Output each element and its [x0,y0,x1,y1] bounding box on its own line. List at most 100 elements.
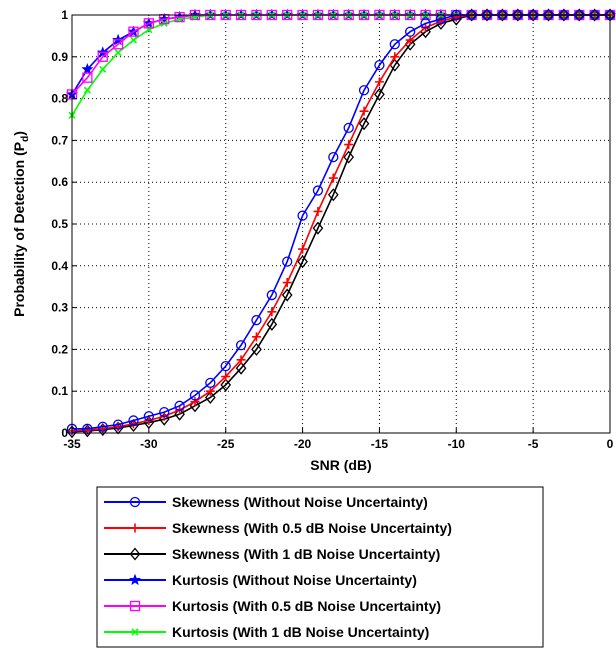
legend-item: Kurtosis (Without Noise Uncertainty) [104,572,417,588]
data-point [190,397,200,407]
data-point [343,122,354,134]
data-point [81,63,94,75]
data-point [543,8,554,22]
data-point [374,77,384,87]
data-point [312,185,324,196]
x-axis-title: SNR (dB) [310,457,371,473]
data-point [390,52,400,62]
data-point [527,8,539,22]
legend-swatch-marker [129,547,141,561]
legend-item: Skewness (With 1 dB Noise Uncertainty) [104,546,440,562]
x-tick-label: -30 [140,437,158,451]
data-point [282,256,293,267]
series-line [72,14,610,430]
x-tick-label: -35 [63,437,81,451]
data-point [312,221,324,235]
data-point [235,361,247,375]
data-point [97,51,108,62]
y-tick-label: 0.6 [51,175,68,189]
data-point [251,314,262,326]
series-1 [66,9,616,434]
grid [72,15,610,433]
data-point [298,244,308,254]
y-tick-label: 0.7 [51,133,68,147]
data-point [114,49,122,57]
x-tick-label: 0 [607,437,614,451]
x-tick-label: -15 [371,437,389,451]
y-tick-label: 0.2 [51,342,68,356]
data-point [112,419,124,430]
data-point [251,342,262,356]
legend-box [96,486,544,648]
data-point [112,39,124,50]
series-line [71,14,610,433]
data-point [344,140,354,150]
data-point [174,407,185,421]
series-line [71,14,610,95]
data-point [328,173,338,183]
data-point [205,377,216,388]
data-point [558,8,570,22]
data-point [328,151,339,163]
y-tick-label: 0.9 [51,50,68,64]
y-tick-label: 0.4 [51,259,68,273]
data-point [97,421,108,432]
legend-swatch-marker [129,600,141,612]
y-tick-label: 1 [61,8,68,22]
data-point [358,117,370,131]
data-point [573,8,585,22]
series-3 [66,8,616,439]
data-point [420,18,431,29]
legend-label: Kurtosis (Without Noise Uncertainty) [172,572,417,588]
data-point [143,411,155,422]
data-point [512,8,524,22]
data-point [297,255,308,269]
y-axis-title-main: Probability of Detection (P [11,142,27,317]
data-point [236,355,246,365]
data-point [297,210,308,221]
data-point [83,86,91,94]
data-point [266,289,277,301]
data-point [205,386,215,396]
x-tick-label: -5 [528,437,539,451]
data-point [327,188,339,202]
data-point [389,58,401,72]
legend-item: Kurtosis (With 1 dB Noise Uncertainty) [104,624,429,640]
series-2 [67,10,615,436]
data-point [481,8,493,22]
series-line [71,14,610,95]
y-axis-title-close: ) [11,131,27,136]
y-tick-label: 0.1 [51,384,68,398]
x-tick-label: -10 [448,437,466,451]
y-tick-label: 0 [61,426,68,440]
y-tick-label: 0.8 [51,92,68,106]
data-point [466,8,477,22]
data-point [266,317,278,331]
legend-item: Skewness (Without Noise Uncertainty) [104,494,428,510]
legend-swatch-marker [128,573,142,586]
legend-swatch-marker [129,496,141,508]
data-point [129,36,138,44]
legend-swatch-marker [131,628,139,636]
data-point [174,400,185,411]
data-point [389,39,400,50]
data-point [374,87,385,101]
data-point [189,390,201,401]
legend-item: Skewness (With 0.5 dB Noise Uncertainty) [104,520,452,536]
data-point [82,72,93,83]
y-axis-title-subscript: d [20,136,31,142]
x-tick-label: -25 [217,437,235,451]
data-point [143,18,155,29]
data-point [251,332,261,342]
y-tick-label: 0.3 [51,301,68,315]
data-point [313,206,323,216]
x-tick-label: -20 [294,437,312,451]
data-point [359,106,369,116]
data-point [128,415,139,426]
data-point [205,390,216,404]
data-point [267,307,277,317]
y-tick-label: 0.5 [51,217,68,231]
data-point [220,360,231,372]
data-point [128,26,139,37]
